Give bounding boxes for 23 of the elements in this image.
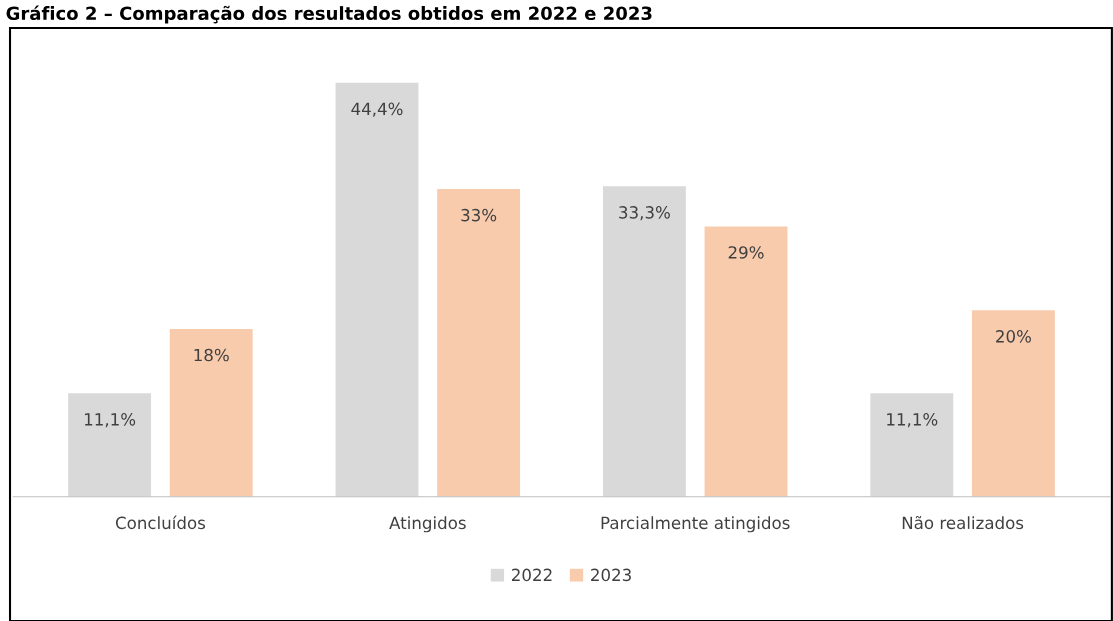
bar [704,226,788,497]
legend-label: 2022 [511,568,552,582]
data-label: 11,1% [84,413,136,428]
bar [870,393,954,497]
data-label: 44,4% [351,102,403,117]
chart-title: Gráfico 2 – Comparação dos resultados obtidos em 2022 e 2023 [6,5,652,24]
bar [335,82,419,497]
data-label: 29% [728,246,764,259]
x-tick-label: Concluídos [115,515,206,530]
bar [437,189,521,497]
x-tick-label: Parcialmente atingidos [601,516,790,533]
bar [68,393,152,497]
x-tick-label: Não realizados [902,515,1024,530]
data-label: 33,3% [619,206,670,221]
data-label: 18% [194,348,229,362]
x-tick-label: Atingidos [389,516,466,533]
bar [169,328,253,497]
bar [971,310,1055,497]
data-label: 33% [461,208,497,222]
legend-label: 2023 [591,568,631,582]
data-label: 11,1% [887,413,938,428]
bar [602,186,686,497]
data-label: 20% [996,330,1031,343]
